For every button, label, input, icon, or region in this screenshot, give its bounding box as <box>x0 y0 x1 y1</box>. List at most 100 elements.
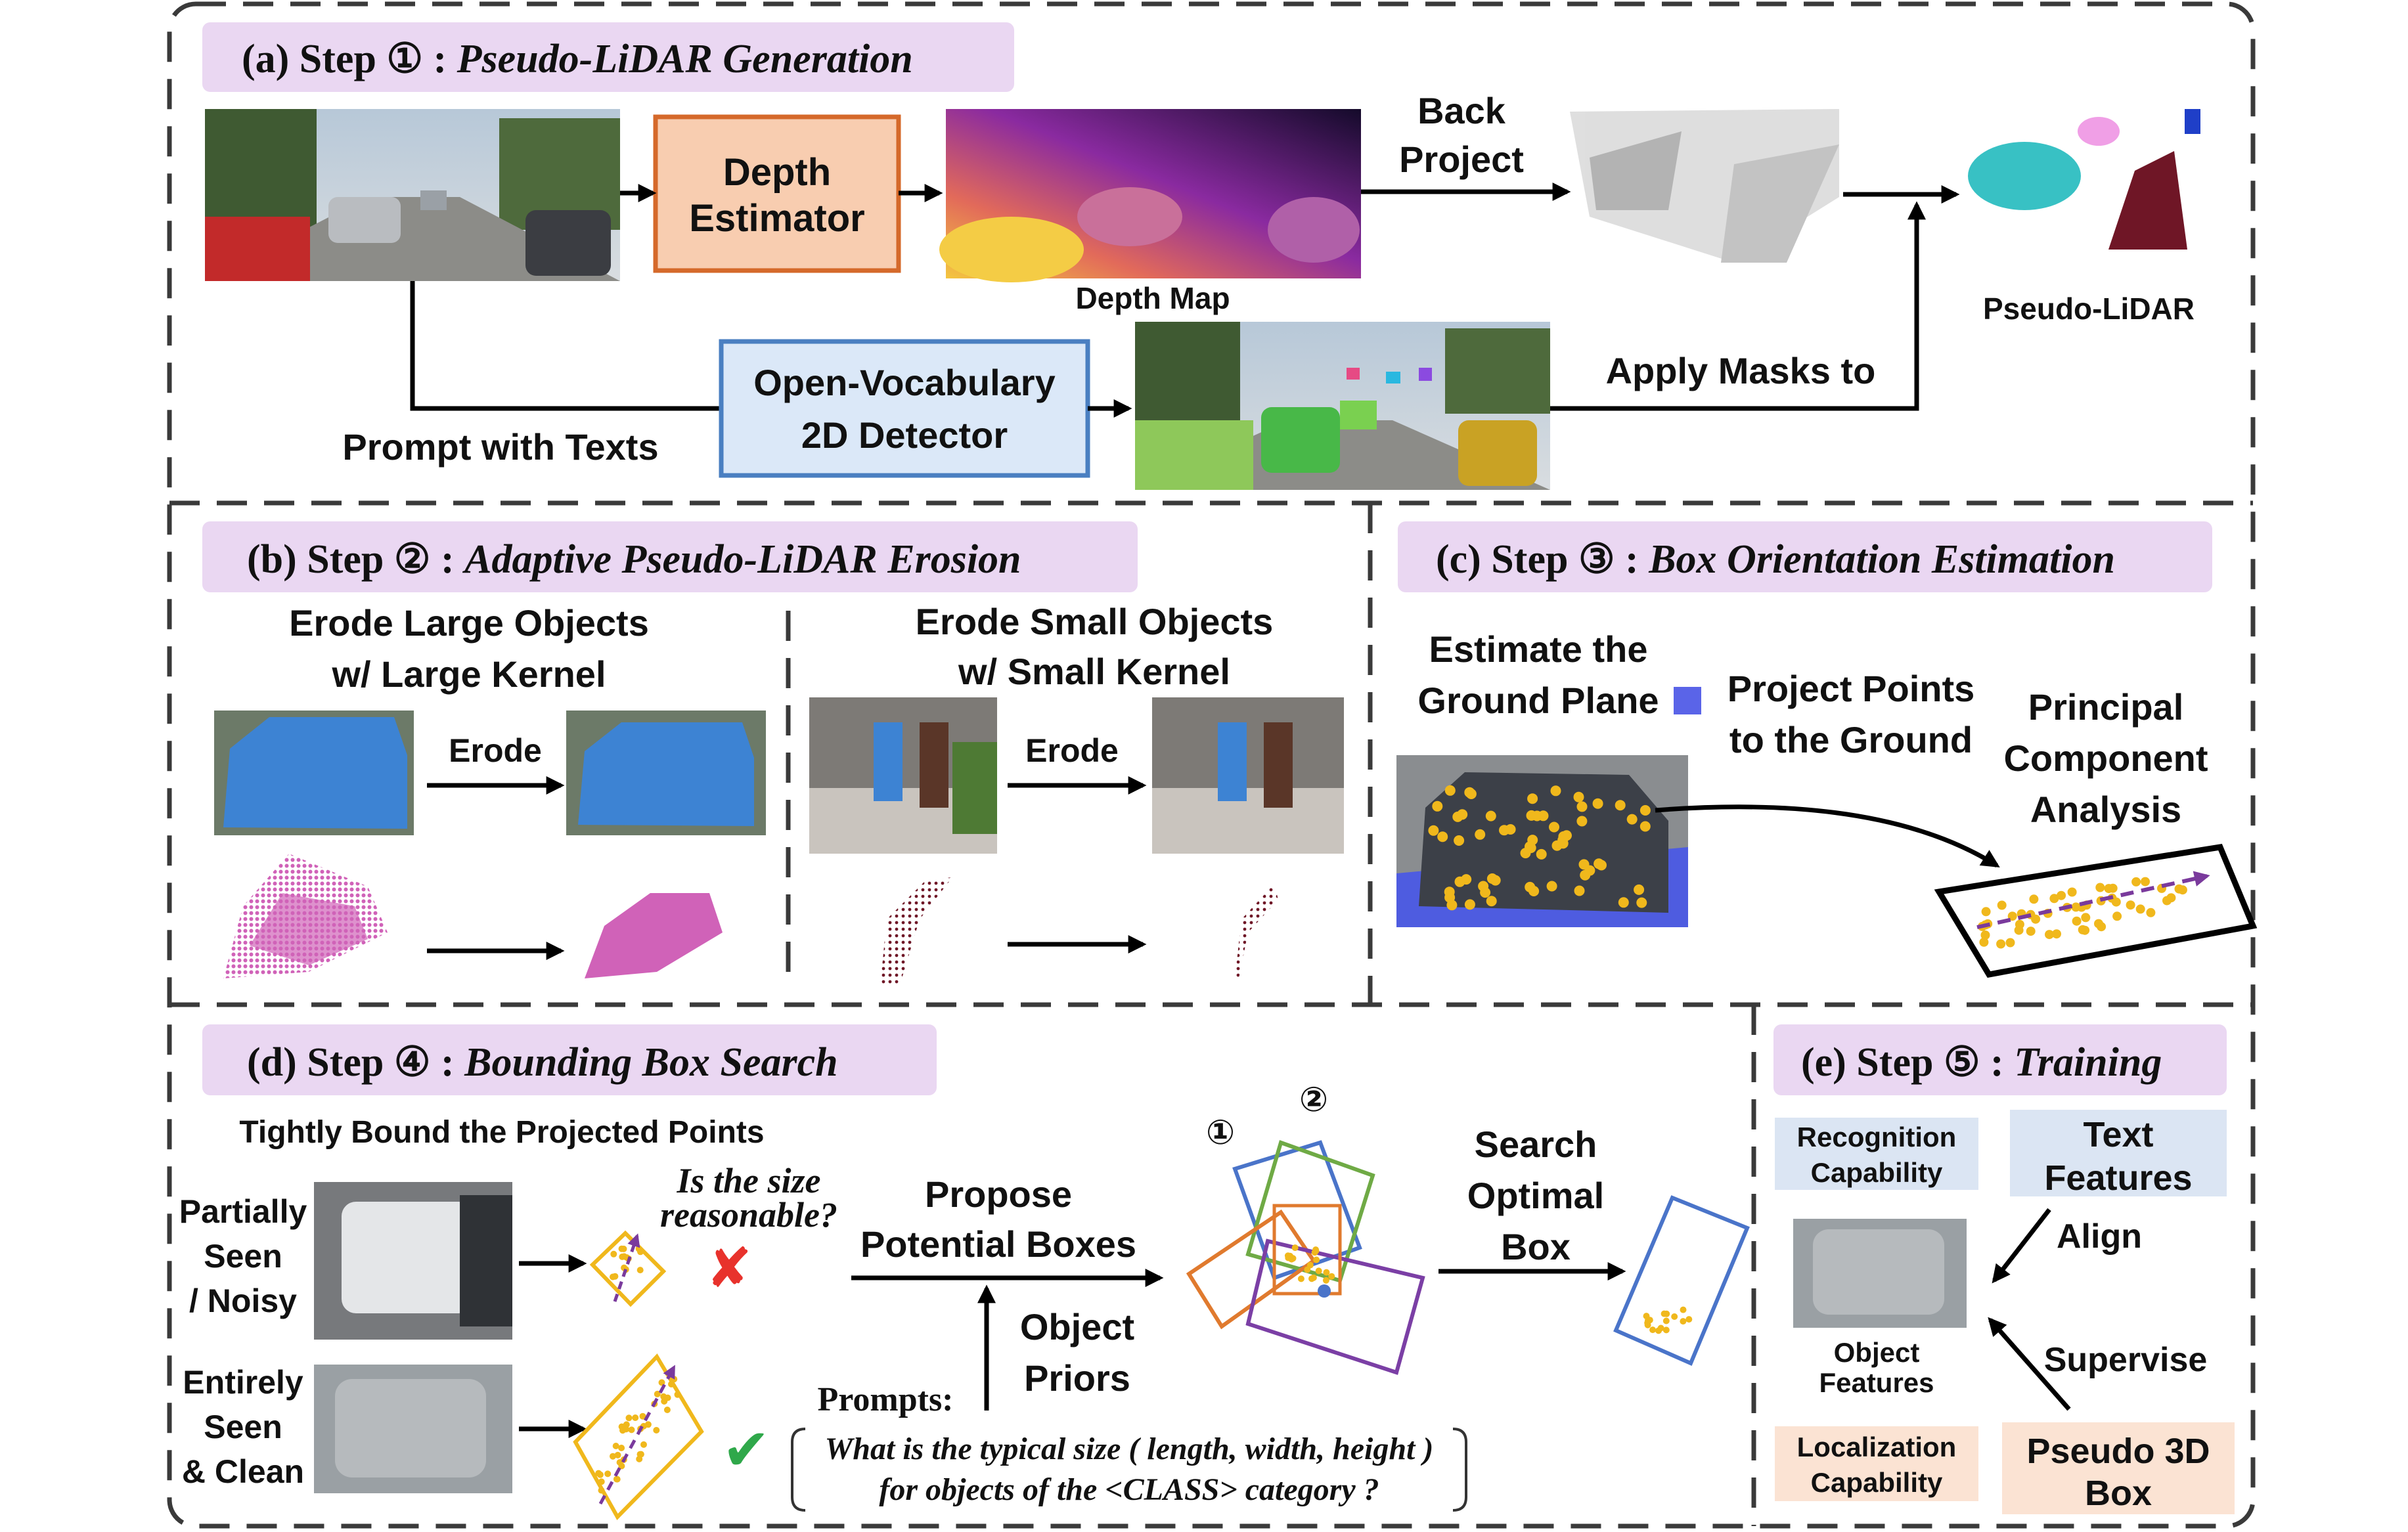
back-project-label-2: Project <box>1399 139 1524 180</box>
pca-label-2: Component <box>2003 737 2208 779</box>
entire-car-photo <box>314 1365 512 1493</box>
point-marker <box>1661 1310 1668 1317</box>
point-marker <box>1557 838 1569 849</box>
apply-masks-label: Apply Masks to <box>1606 350 1876 391</box>
point-marker <box>2126 900 2135 910</box>
point-marker <box>2146 908 2156 917</box>
pink-points-before <box>223 854 388 978</box>
point-marker <box>604 1470 612 1477</box>
arrow-project-to-pca <box>1655 804 2000 867</box>
point-marker <box>674 1391 681 1398</box>
point-marker <box>2081 913 2091 923</box>
point-marker <box>660 1393 667 1400</box>
point-marker <box>1573 791 1584 802</box>
recognition-box <box>1775 1118 1978 1190</box>
prompt-texts-label: Prompt with Texts <box>342 426 658 468</box>
point-marker <box>636 1267 644 1274</box>
point-marker <box>1527 793 1538 804</box>
erode-label-large: Erode <box>449 732 542 769</box>
candidate-boxes: ① ② <box>1186 1081 1425 1375</box>
point-marker <box>1546 881 1557 892</box>
point-marker <box>1323 1269 1330 1276</box>
depth-estimator-label-1: Depth <box>723 151 831 194</box>
step-d-title-bg <box>202 1024 937 1095</box>
ground-plane-swatch <box>1674 687 1701 714</box>
arrow-align <box>1992 1208 2051 1284</box>
step-e-title: (e) Step ⑤ : Training <box>1801 1040 2162 1085</box>
project-points-label-2: to the Ground <box>1729 719 1973 760</box>
point-marker <box>663 1407 671 1413</box>
masked-photo <box>1135 322 1550 490</box>
point-marker <box>2072 916 2082 926</box>
arrow-supervise <box>1988 1317 2071 1411</box>
open-vocab-detector-box: Open-Vocabulary 2D Detector <box>719 339 1090 478</box>
recognition-label-1: Recognition <box>1797 1122 1957 1152</box>
point-marker <box>2049 894 2059 904</box>
point-marker <box>1671 1313 1678 1320</box>
point-marker <box>1980 930 1990 940</box>
point-marker <box>1311 1249 1318 1256</box>
point-marker <box>1981 907 1991 917</box>
step-e-title-bg <box>1773 1024 2227 1095</box>
point-marker <box>2057 890 2066 900</box>
prompts-label: Prompts: <box>817 1381 953 1418</box>
point-marker <box>2174 884 2184 894</box>
point-marker <box>1486 873 1498 884</box>
ground-plane-label-1: Estimate the <box>1429 628 1648 670</box>
point-marker <box>2067 887 2077 897</box>
check-icon: ✔ <box>722 1416 770 1483</box>
point-marker <box>1549 821 1559 833</box>
priors-label-2: Priors <box>1024 1357 1130 1399</box>
propose-label-2: Potential Boxes <box>860 1223 1136 1265</box>
point-marker <box>1499 825 1509 836</box>
point-marker <box>1532 810 1542 821</box>
point-marker <box>1996 939 2006 949</box>
prompt-text-line-1: What is the typical size ( length, width… <box>825 1432 1434 1466</box>
point-marker <box>1644 1321 1651 1328</box>
erode-small-label-2: w/ Small Kernel <box>958 651 1230 692</box>
grey-point-cloud <box>1570 109 1839 263</box>
point-marker <box>1576 801 1588 812</box>
circle-one-label: ① <box>1206 1114 1235 1152</box>
entire-label-3: & Clean <box>182 1453 304 1490</box>
point-marker <box>653 1427 660 1434</box>
object-features-label-1: Object <box>1834 1337 1920 1368</box>
point-marker <box>610 1453 616 1460</box>
ground-plane-label-2: Ground Plane <box>1417 680 1659 721</box>
point-marker <box>1446 900 1458 911</box>
point-marker <box>1454 876 1465 887</box>
step-a-title: (a) Step ① : Pseudo-LiDAR Generation <box>242 37 913 81</box>
pca-label-1: Principal <box>2028 686 2184 728</box>
blue-car-before <box>214 711 414 835</box>
point-marker <box>598 1478 605 1485</box>
car-ground-photo <box>1396 755 1688 927</box>
propose-label-1: Propose <box>925 1173 1072 1215</box>
section-e: (e) Step ⑤ : Training Recognition Capabi… <box>1773 1024 2235 1514</box>
point-marker <box>668 1380 675 1388</box>
point-marker <box>1428 825 1439 836</box>
step-d-title: (d) Step ④ : Bounding Box Search <box>247 1040 838 1085</box>
point-marker <box>595 1470 602 1477</box>
point-marker <box>654 1390 661 1397</box>
entire-label-2: Seen <box>204 1409 282 1445</box>
pedestrian-photo-before <box>809 697 997 854</box>
point-marker <box>2097 922 2107 932</box>
point-marker <box>1485 810 1496 821</box>
supervise-label: Supervise <box>2044 1341 2208 1379</box>
pink-points-after <box>585 893 723 978</box>
point-marker <box>1432 800 1443 812</box>
pca-panel <box>1934 844 2258 978</box>
partial-car-photo <box>314 1182 512 1340</box>
partial-small-box <box>589 1230 667 1307</box>
point-marker <box>1639 805 1651 816</box>
cross-icon: ✘ <box>706 1236 752 1300</box>
pca-label-3: Analysis <box>2030 789 2181 830</box>
depth-map-image <box>939 109 1361 282</box>
partial-label-1: Partially <box>179 1193 307 1230</box>
point-marker <box>1328 1273 1335 1280</box>
section-a: (a) Step ① : Pseudo-LiDAR Generation Dep… <box>202 22 2200 490</box>
point-marker <box>1997 900 2007 910</box>
pedestrian-photo-after <box>1152 697 1344 854</box>
point-marker <box>635 1245 642 1252</box>
point-marker <box>1486 896 1497 907</box>
